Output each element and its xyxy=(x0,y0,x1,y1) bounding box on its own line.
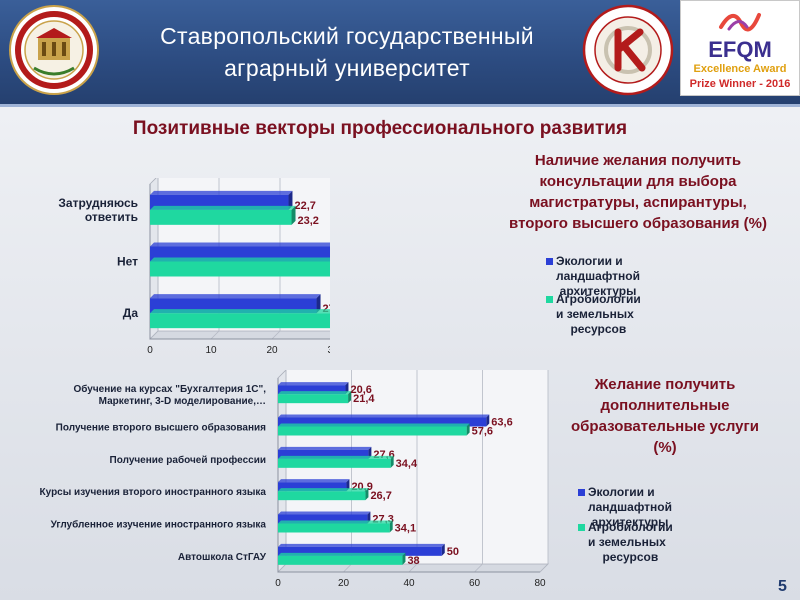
legend-label: Экологии и ландшафтной архитектуры xyxy=(588,485,673,529)
category-label: Затрудняюсь xyxy=(58,196,138,210)
category-label: Да xyxy=(123,306,139,320)
chart-title-line: Наличие желания получить xyxy=(534,152,742,169)
x-tick-label: 60 xyxy=(469,578,481,589)
gridline-floor xyxy=(271,330,281,340)
bar xyxy=(278,423,470,436)
chart-title-line: (%) xyxy=(653,439,677,456)
efqm-badge: EFQM Excellence Award Prize Winner - 201… xyxy=(680,0,800,96)
page-number: 5 xyxy=(778,578,787,595)
chart-title-line: второго высшего образования (%) xyxy=(509,215,767,232)
bar-value-label: 57,6 xyxy=(472,426,493,438)
bar xyxy=(278,446,372,459)
efqm-brand: EFQM xyxy=(708,37,772,62)
x-tick-label: 20 xyxy=(338,578,350,589)
gridline-floor xyxy=(277,563,287,573)
efqm-winner: Prize Winner - 2016 xyxy=(689,78,791,90)
university-logo-icon xyxy=(9,5,99,95)
legend-label: Агробиологии и земельных ресурсов xyxy=(556,292,641,336)
chart-title-line: образовательные услуги xyxy=(571,418,759,435)
category-label: Углубленное изучение иностранного языка xyxy=(51,519,267,531)
gridline-floor xyxy=(539,563,549,573)
bar xyxy=(150,205,296,225)
bar-value-label: 34,4 xyxy=(396,458,418,470)
category-label: Получение второго высшего образования xyxy=(56,422,266,434)
category-label: Автошкола СтГАУ xyxy=(178,552,267,563)
slide-title: Позитивные векторы профессионального раз… xyxy=(132,118,628,139)
chart-title-line: консультации для выбора xyxy=(539,173,737,190)
category-label: Обучение на курсах "Бухгалтерия 1С", xyxy=(73,383,266,395)
bar-value-label: 22,7 xyxy=(294,200,315,212)
gridline-floor xyxy=(474,563,483,573)
bar-value-label: 34,1 xyxy=(395,523,416,535)
bar-value-label: 50 xyxy=(447,546,459,558)
efqm-award: Excellence Award xyxy=(693,63,787,75)
university-title-line2: аграрный университет xyxy=(224,55,470,81)
x-tick-label: 20 xyxy=(266,345,278,356)
category-label: Получение рабочей профессии xyxy=(110,454,266,466)
bar xyxy=(278,543,445,556)
bar-value-label: 38 xyxy=(407,555,419,567)
legend-label: Экологии и ландшафтной архитектуры xyxy=(556,254,641,298)
x-tick-label: 10 xyxy=(205,345,217,356)
x-tick-label: 0 xyxy=(275,578,281,589)
bar xyxy=(278,391,352,404)
bar-value-label: 23,2 xyxy=(298,215,319,227)
legend-swatch xyxy=(578,524,585,531)
bar-value-label: 63,6 xyxy=(491,417,512,429)
efqm-swirl-icon xyxy=(719,13,761,32)
chart-title-line: магистратуры, аспирантуры, xyxy=(529,194,747,211)
chart1-title: Наличие желания получить консультации для… xyxy=(478,150,798,234)
gridline-floor xyxy=(408,563,418,573)
x-tick-label: 0 xyxy=(147,345,153,356)
bar xyxy=(278,520,393,533)
chart-title-line: Желание получить xyxy=(594,376,736,393)
bar xyxy=(278,552,406,565)
gridline-floor xyxy=(343,563,352,573)
chart-consultation: 0102030405022,723,2Затрудняюсьответить50… xyxy=(58,178,330,356)
chart-additional-services: 0 20 40 60 80 20,621,4 Обучение на курсах "Бух… xyxy=(40,370,549,589)
legend-label: Агробиологии и земельных ресурсов xyxy=(588,520,673,564)
x-tick-label: 40 xyxy=(403,578,415,589)
x-tick-label: 80 xyxy=(534,578,546,589)
legend-swatch xyxy=(546,296,553,303)
university-title: Ставропольский государственный аграрный … xyxy=(112,20,582,84)
plot-floor xyxy=(149,330,330,340)
category-label: Маркетинг, 3-D моделирование,… xyxy=(99,396,266,407)
bar xyxy=(278,488,369,501)
category-label: ответить xyxy=(85,210,138,224)
bar-value-label: 21,4 xyxy=(353,393,375,405)
category-label: Нет xyxy=(117,255,138,269)
category-label: Курсы изучения второго иностранного язык… xyxy=(40,487,267,498)
bar xyxy=(278,455,394,468)
x-tick-label: 30 xyxy=(327,345,330,356)
header-divider xyxy=(0,104,800,107)
university-title-line1: Ставропольский государственный xyxy=(160,23,534,49)
bar xyxy=(150,257,330,277)
bar xyxy=(278,479,350,492)
legend-swatch xyxy=(546,258,553,265)
bar xyxy=(150,309,330,329)
bar xyxy=(278,414,490,427)
quality-award-logo-icon xyxy=(582,4,674,96)
bar-value-label: 26,7 xyxy=(370,490,391,502)
chart-title-line: дополнительные xyxy=(600,397,730,414)
chart2-title: Желание получить дополнительные образовате… xyxy=(538,374,792,458)
gridline-floor xyxy=(210,330,220,340)
legend-swatch xyxy=(578,489,585,496)
bar xyxy=(278,382,349,395)
bar-value-label: 20,6 xyxy=(350,384,371,396)
gridline-floor xyxy=(149,330,159,340)
